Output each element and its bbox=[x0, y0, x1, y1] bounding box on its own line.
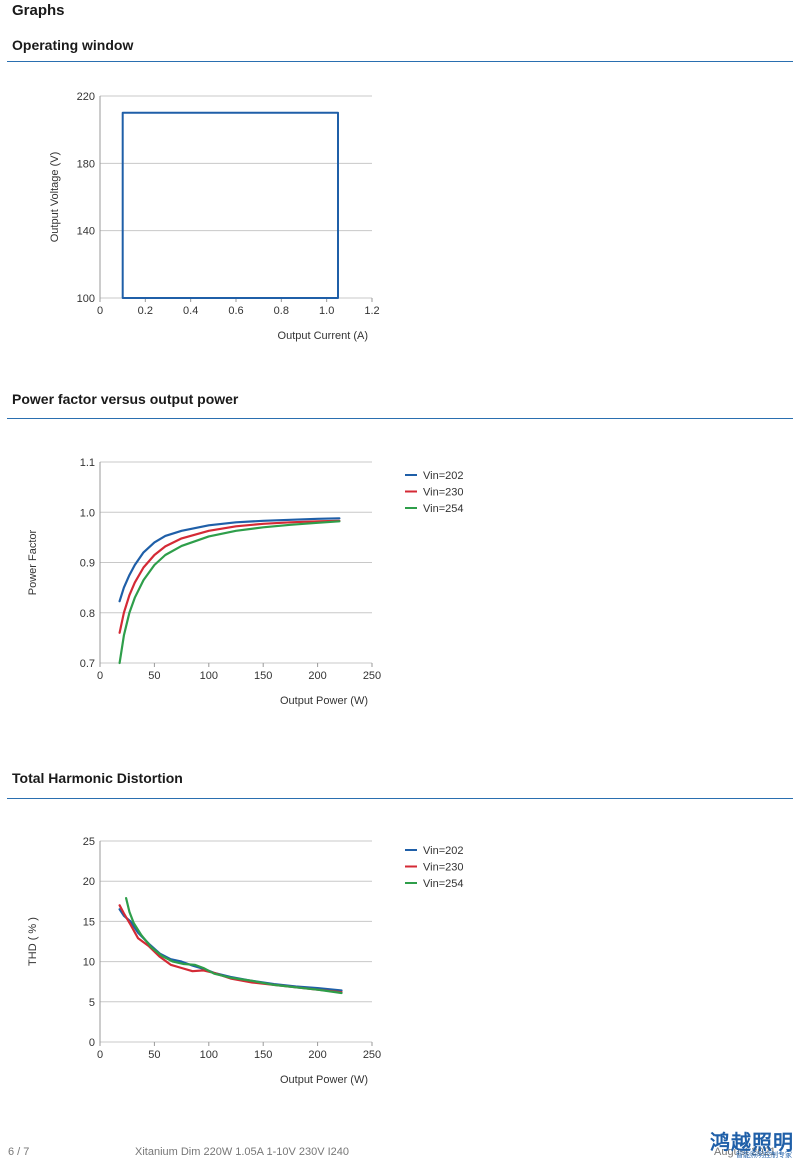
y-tick-label: 100 bbox=[77, 293, 95, 305]
series-line-boundary bbox=[121, 111, 339, 299]
series-line-vin-202 bbox=[118, 517, 341, 603]
legend-label: Vin=254 bbox=[423, 503, 463, 515]
x-tick-label: 0.4 bbox=[183, 305, 198, 317]
x-tick-label: 50 bbox=[148, 1049, 160, 1061]
section-divider bbox=[7, 61, 793, 62]
y-tick-label: 1.0 bbox=[80, 507, 95, 519]
y-tick-label: 10 bbox=[83, 957, 95, 969]
x-tick-label: 1.2 bbox=[364, 305, 379, 317]
y-tick-label: 1.1 bbox=[80, 457, 95, 469]
y-tick-label: 0.8 bbox=[80, 608, 95, 620]
y-tick-label: 5 bbox=[89, 997, 95, 1009]
x-tick-label: 100 bbox=[200, 670, 218, 682]
y-tick-label: 0.7 bbox=[80, 658, 95, 670]
x-tick-label: 150 bbox=[254, 670, 272, 682]
x-tick-label: 0.6 bbox=[228, 305, 243, 317]
footer-product-name: Xitanium Dim 220W 1.05A 1-10V 230V I240 bbox=[135, 1146, 350, 1158]
y-tick-label: 25 bbox=[83, 836, 95, 848]
brand-watermark: 鸿越照明 bbox=[710, 1130, 794, 1154]
x-tick-label: 50 bbox=[148, 670, 160, 682]
series-line-vin-230 bbox=[118, 519, 341, 634]
section-title-thd: Total Harmonic Distortion bbox=[12, 770, 183, 786]
x-tick-label: 0 bbox=[97, 1049, 103, 1061]
y-axis-label: Output Voltage (V) bbox=[49, 152, 61, 243]
section-divider bbox=[7, 418, 793, 419]
section-divider bbox=[7, 798, 793, 799]
series-line-vin-254 bbox=[118, 520, 341, 665]
operating-window-chart: 100 140 180 220 0 0.2 0.4 0.6 0.8 1.0 1.2 Output Cu… bbox=[49, 91, 380, 342]
legend-label: Vin=230 bbox=[423, 862, 463, 874]
y-tick-label: 20 bbox=[83, 876, 95, 888]
x-axis-label: Output Power (W) bbox=[280, 695, 368, 707]
y-tick-label: 180 bbox=[77, 158, 95, 170]
brand-watermark-tagline: 智能照明控制专家 bbox=[736, 1151, 792, 1159]
x-tick-label: 250 bbox=[363, 670, 381, 682]
x-tick-label: 1.0 bbox=[319, 305, 334, 317]
x-tick-label: 100 bbox=[200, 1049, 218, 1061]
series-line-vin-254 bbox=[124, 896, 343, 995]
x-axis-label: Output Power (W) bbox=[280, 1074, 368, 1086]
x-tick-label: 0 bbox=[97, 305, 103, 317]
y-axis-label: THD ( % ) bbox=[27, 917, 39, 966]
power-factor-chart: 0.7 0.8 0.9 1.0 1.1 0 50 100 150 200 250 Output Pow… bbox=[27, 457, 463, 707]
section-title-operating-window: Operating window bbox=[12, 37, 134, 53]
legend-label: Vin=202 bbox=[423, 470, 463, 482]
x-axis-label: Output Current (A) bbox=[278, 330, 368, 342]
x-tick-label: 0 bbox=[97, 670, 103, 682]
page-heading: Graphs bbox=[12, 2, 65, 19]
x-tick-label: 0.8 bbox=[274, 305, 289, 317]
y-tick-label: 15 bbox=[83, 916, 95, 928]
y-tick-label: 0 bbox=[89, 1037, 95, 1049]
x-tick-label: 250 bbox=[363, 1049, 381, 1061]
y-tick-label: 220 bbox=[77, 91, 95, 103]
x-tick-label: 0.2 bbox=[138, 305, 153, 317]
section-title-power-factor: Power factor versus output power bbox=[12, 391, 239, 407]
x-tick-label: 200 bbox=[308, 1049, 326, 1061]
y-tick-label: 0.9 bbox=[80, 558, 95, 570]
legend-label: Vin=202 bbox=[423, 845, 463, 857]
x-tick-label: 150 bbox=[254, 1049, 272, 1061]
footer-date: August 2021 bbox=[714, 1146, 776, 1158]
x-tick-label: 200 bbox=[308, 670, 326, 682]
y-axis-label: Power Factor bbox=[27, 529, 39, 595]
legend-label: Vin=230 bbox=[423, 487, 463, 499]
footer-page-number: 6 / 7 bbox=[8, 1146, 30, 1158]
legend-label: Vin=254 bbox=[423, 878, 463, 890]
y-tick-label: 140 bbox=[77, 226, 95, 238]
